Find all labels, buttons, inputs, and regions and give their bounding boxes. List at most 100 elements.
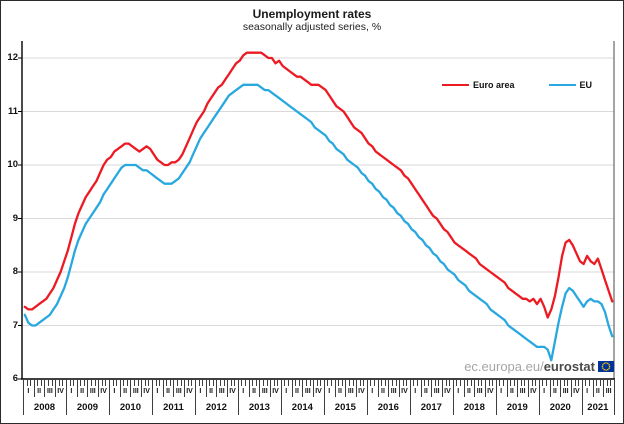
axis-tick bbox=[614, 379, 615, 415]
x-axis-quarter-label: II bbox=[552, 387, 557, 395]
axis-tick bbox=[345, 379, 347, 397]
axis-tick bbox=[280, 379, 282, 415]
x-axis: I II III IV 2008 I II III IV 2009 I II III IV 2010 I II I… bbox=[1, 379, 623, 421]
axis-tick bbox=[402, 379, 404, 386]
legend: Euro area EU bbox=[442, 80, 592, 90]
axis-tick bbox=[252, 379, 254, 386]
axis-tick bbox=[356, 379, 358, 397]
axis-tick bbox=[348, 379, 350, 386]
axis-tick bbox=[184, 379, 186, 397]
x-axis-quarter-label: IV bbox=[143, 387, 150, 395]
axis-tick bbox=[406, 379, 408, 386]
axis-tick bbox=[55, 379, 57, 397]
axis-tick bbox=[549, 379, 551, 397]
axis-tick bbox=[26, 379, 28, 386]
x-axis-quarter-label: II bbox=[80, 387, 85, 395]
axis-tick bbox=[524, 379, 526, 386]
axis-tick bbox=[65, 379, 67, 415]
y-axis-label-10: 10 bbox=[7, 159, 18, 170]
axis-tick bbox=[223, 379, 225, 386]
axis-tick bbox=[30, 379, 32, 386]
axis-tick bbox=[112, 379, 114, 386]
axis-tick bbox=[227, 379, 229, 397]
axis-tick bbox=[220, 379, 221, 386]
x-axis-quarter-label: III bbox=[390, 387, 397, 395]
axis-tick bbox=[162, 379, 164, 397]
x-axis-quarter-label: III bbox=[175, 387, 182, 395]
axis-tick bbox=[187, 379, 189, 386]
x-axis-quarter-label: I bbox=[500, 387, 503, 395]
axis-tick bbox=[259, 379, 261, 397]
axis-tick bbox=[194, 379, 196, 415]
x-axis-quarter-label: IV bbox=[487, 387, 494, 395]
x-axis-quarter-label: I bbox=[27, 387, 30, 395]
axis-tick bbox=[62, 379, 64, 386]
axis-tick bbox=[313, 379, 315, 397]
chart-subtitle: seasonally adjusted series, % bbox=[242, 21, 382, 33]
axis-tick bbox=[363, 379, 365, 386]
axis-tick bbox=[155, 379, 157, 386]
x-axis-quarter-label: IV bbox=[530, 387, 537, 395]
axis-tick bbox=[381, 379, 383, 386]
axis-tick bbox=[538, 379, 540, 415]
axis-tick bbox=[413, 379, 415, 386]
axis-tick bbox=[309, 379, 311, 386]
axis-tick bbox=[417, 379, 418, 386]
axis-tick bbox=[338, 379, 340, 386]
x-axis-year-label-2018: 2018 bbox=[463, 402, 485, 413]
axis-tick bbox=[477, 379, 479, 386]
x-axis-quarter-label: IV bbox=[57, 387, 64, 395]
axis-tick bbox=[108, 379, 110, 415]
axis-tick bbox=[33, 379, 35, 397]
axis-tick bbox=[427, 379, 429, 386]
axis-tick bbox=[40, 379, 42, 386]
x-axis-quarter-label: II bbox=[209, 387, 213, 395]
axis-tick bbox=[288, 379, 290, 386]
axis-tick bbox=[305, 379, 307, 386]
axis-tick bbox=[495, 379, 497, 415]
axis-tick bbox=[159, 379, 161, 386]
axis-tick bbox=[431, 379, 433, 397]
axis-tick bbox=[395, 379, 397, 386]
axis-tick bbox=[352, 379, 354, 386]
x-axis-year-label-2010: 2010 bbox=[119, 402, 142, 413]
x-axis-year-label-2015: 2015 bbox=[334, 402, 356, 413]
axis-tick bbox=[123, 379, 125, 386]
y-axis-label-7: 7 bbox=[12, 319, 18, 331]
axis-tick bbox=[148, 379, 150, 386]
x-axis-quarter-label: IV bbox=[315, 387, 322, 395]
axis-tick bbox=[420, 379, 422, 397]
x-axis-quarter-label: II bbox=[338, 387, 342, 395]
axis-tick bbox=[270, 379, 272, 397]
axis-tick bbox=[442, 379, 444, 397]
axis-tick bbox=[459, 379, 461, 386]
x-axis-quarter-label: I bbox=[371, 387, 374, 395]
axis-tick bbox=[234, 379, 236, 386]
axis-tick bbox=[166, 379, 168, 386]
axis-tick bbox=[241, 379, 243, 386]
axis-tick bbox=[119, 379, 121, 397]
legend-item-eu: EU bbox=[548, 80, 592, 90]
legend-label-euro-area: Euro area bbox=[473, 80, 515, 90]
axis-tick bbox=[574, 379, 576, 386]
axis-tick bbox=[87, 379, 89, 397]
axis-tick bbox=[94, 379, 96, 386]
axis-tick bbox=[230, 379, 232, 386]
axis-tick bbox=[198, 379, 200, 386]
x-axis-year-label-2009: 2009 bbox=[76, 402, 99, 413]
x-axis-quarter-label: II bbox=[381, 387, 385, 395]
axis-tick bbox=[23, 379, 24, 415]
axis-tick bbox=[69, 379, 71, 386]
x-axis-quarter-label: IV bbox=[401, 387, 408, 395]
axis-tick bbox=[463, 379, 465, 397]
x-axis-quarter-label: I bbox=[242, 387, 245, 395]
axis-tick bbox=[212, 379, 214, 386]
axis-tick bbox=[374, 379, 376, 386]
x-axis-quarter-label: III bbox=[89, 387, 96, 395]
watermark: ec.europa.eu/eurostat bbox=[464, 359, 614, 374]
axis-tick bbox=[277, 379, 279, 386]
x-axis-quarter-label: IV bbox=[229, 387, 236, 395]
